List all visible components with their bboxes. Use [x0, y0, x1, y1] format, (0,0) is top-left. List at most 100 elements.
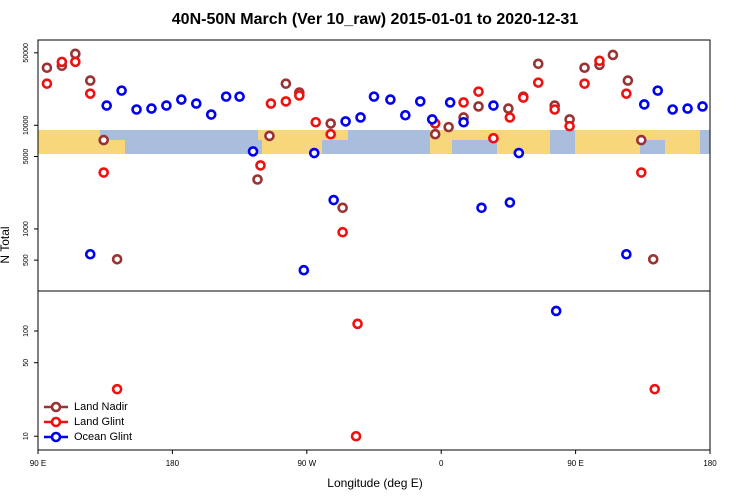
point	[368, 91, 380, 102]
point	[255, 160, 266, 171]
point	[426, 114, 438, 125]
legend-label: Land Nadir	[74, 401, 128, 413]
point	[56, 56, 68, 68]
point	[649, 383, 661, 395]
y-tick-label: 5000	[23, 149, 30, 165]
point	[473, 86, 484, 97]
point	[518, 92, 529, 103]
point	[414, 96, 426, 107]
point	[146, 103, 157, 114]
point	[621, 248, 632, 260]
point	[325, 128, 336, 140]
point	[636, 167, 647, 178]
x-axis-label: Longitude (deg E)	[327, 476, 422, 490]
point	[41, 78, 53, 89]
point	[84, 248, 96, 260]
point	[265, 98, 277, 109]
point	[325, 118, 336, 129]
x-tick-label: 90 E	[567, 459, 583, 468]
point	[84, 75, 96, 86]
point	[504, 112, 516, 123]
x-tick-label: 180	[703, 459, 717, 468]
point	[667, 104, 678, 115]
y-tick-label: 10	[23, 432, 30, 440]
point	[458, 97, 469, 108]
bottom-panel	[37, 290, 711, 451]
point	[131, 104, 142, 115]
x-tick-label: 90 W	[297, 459, 316, 468]
point	[340, 116, 351, 127]
point	[579, 78, 590, 89]
y-tick-label: 500	[23, 254, 30, 266]
x-tick-label: 0	[439, 459, 444, 468]
point	[636, 134, 647, 146]
point	[310, 116, 322, 128]
point	[594, 55, 605, 67]
point	[355, 112, 366, 123]
point	[294, 90, 305, 101]
point	[328, 194, 339, 206]
point	[579, 62, 590, 74]
x-tick-label: 90 E	[30, 459, 46, 468]
point	[280, 96, 292, 107]
point	[550, 305, 562, 317]
point	[429, 128, 441, 140]
point	[503, 103, 514, 114]
x-tick-label: 180	[166, 459, 180, 468]
point	[532, 77, 544, 88]
map-strip	[38, 130, 710, 154]
point	[41, 62, 53, 74]
point	[298, 264, 310, 276]
point	[234, 91, 245, 102]
point	[350, 430, 362, 442]
legend-label: Ocean Glint	[74, 431, 132, 443]
legend-marker	[50, 416, 62, 428]
point	[532, 58, 544, 70]
point	[458, 116, 469, 128]
point	[400, 109, 411, 121]
point	[337, 202, 348, 214]
point	[205, 109, 217, 120]
y-tick-label: 10000	[23, 115, 30, 135]
point	[476, 202, 487, 214]
point	[385, 94, 396, 105]
point	[111, 253, 123, 265]
point	[264, 130, 275, 142]
legend-label: Land Glint	[74, 416, 124, 428]
y-tick-label: 1000	[23, 221, 30, 237]
point	[549, 104, 560, 115]
point	[101, 100, 112, 111]
point	[280, 78, 292, 89]
legend-marker	[50, 431, 62, 443]
point	[622, 75, 634, 86]
point	[697, 101, 708, 112]
y-tick-label: 50	[23, 359, 30, 367]
legend-marker	[50, 401, 62, 413]
point	[444, 97, 456, 108]
point	[564, 120, 575, 132]
top-panel	[37, 39, 711, 292]
point	[190, 98, 202, 109]
point	[98, 167, 110, 178]
point	[308, 147, 320, 159]
y-tick-label: 100	[23, 325, 30, 337]
point	[176, 94, 187, 105]
point	[513, 147, 525, 159]
y-axis-label: N Total	[0, 226, 12, 263]
point	[607, 49, 619, 61]
point	[488, 100, 499, 111]
point	[473, 101, 484, 112]
point	[352, 318, 363, 330]
point	[638, 99, 650, 110]
point	[647, 253, 659, 265]
point	[161, 100, 172, 111]
point	[488, 132, 499, 144]
point	[682, 103, 693, 114]
point	[652, 85, 664, 96]
point	[247, 146, 259, 157]
point	[70, 56, 81, 68]
point	[504, 197, 516, 208]
point	[220, 91, 232, 102]
y-tick-label: 50000	[23, 43, 30, 63]
